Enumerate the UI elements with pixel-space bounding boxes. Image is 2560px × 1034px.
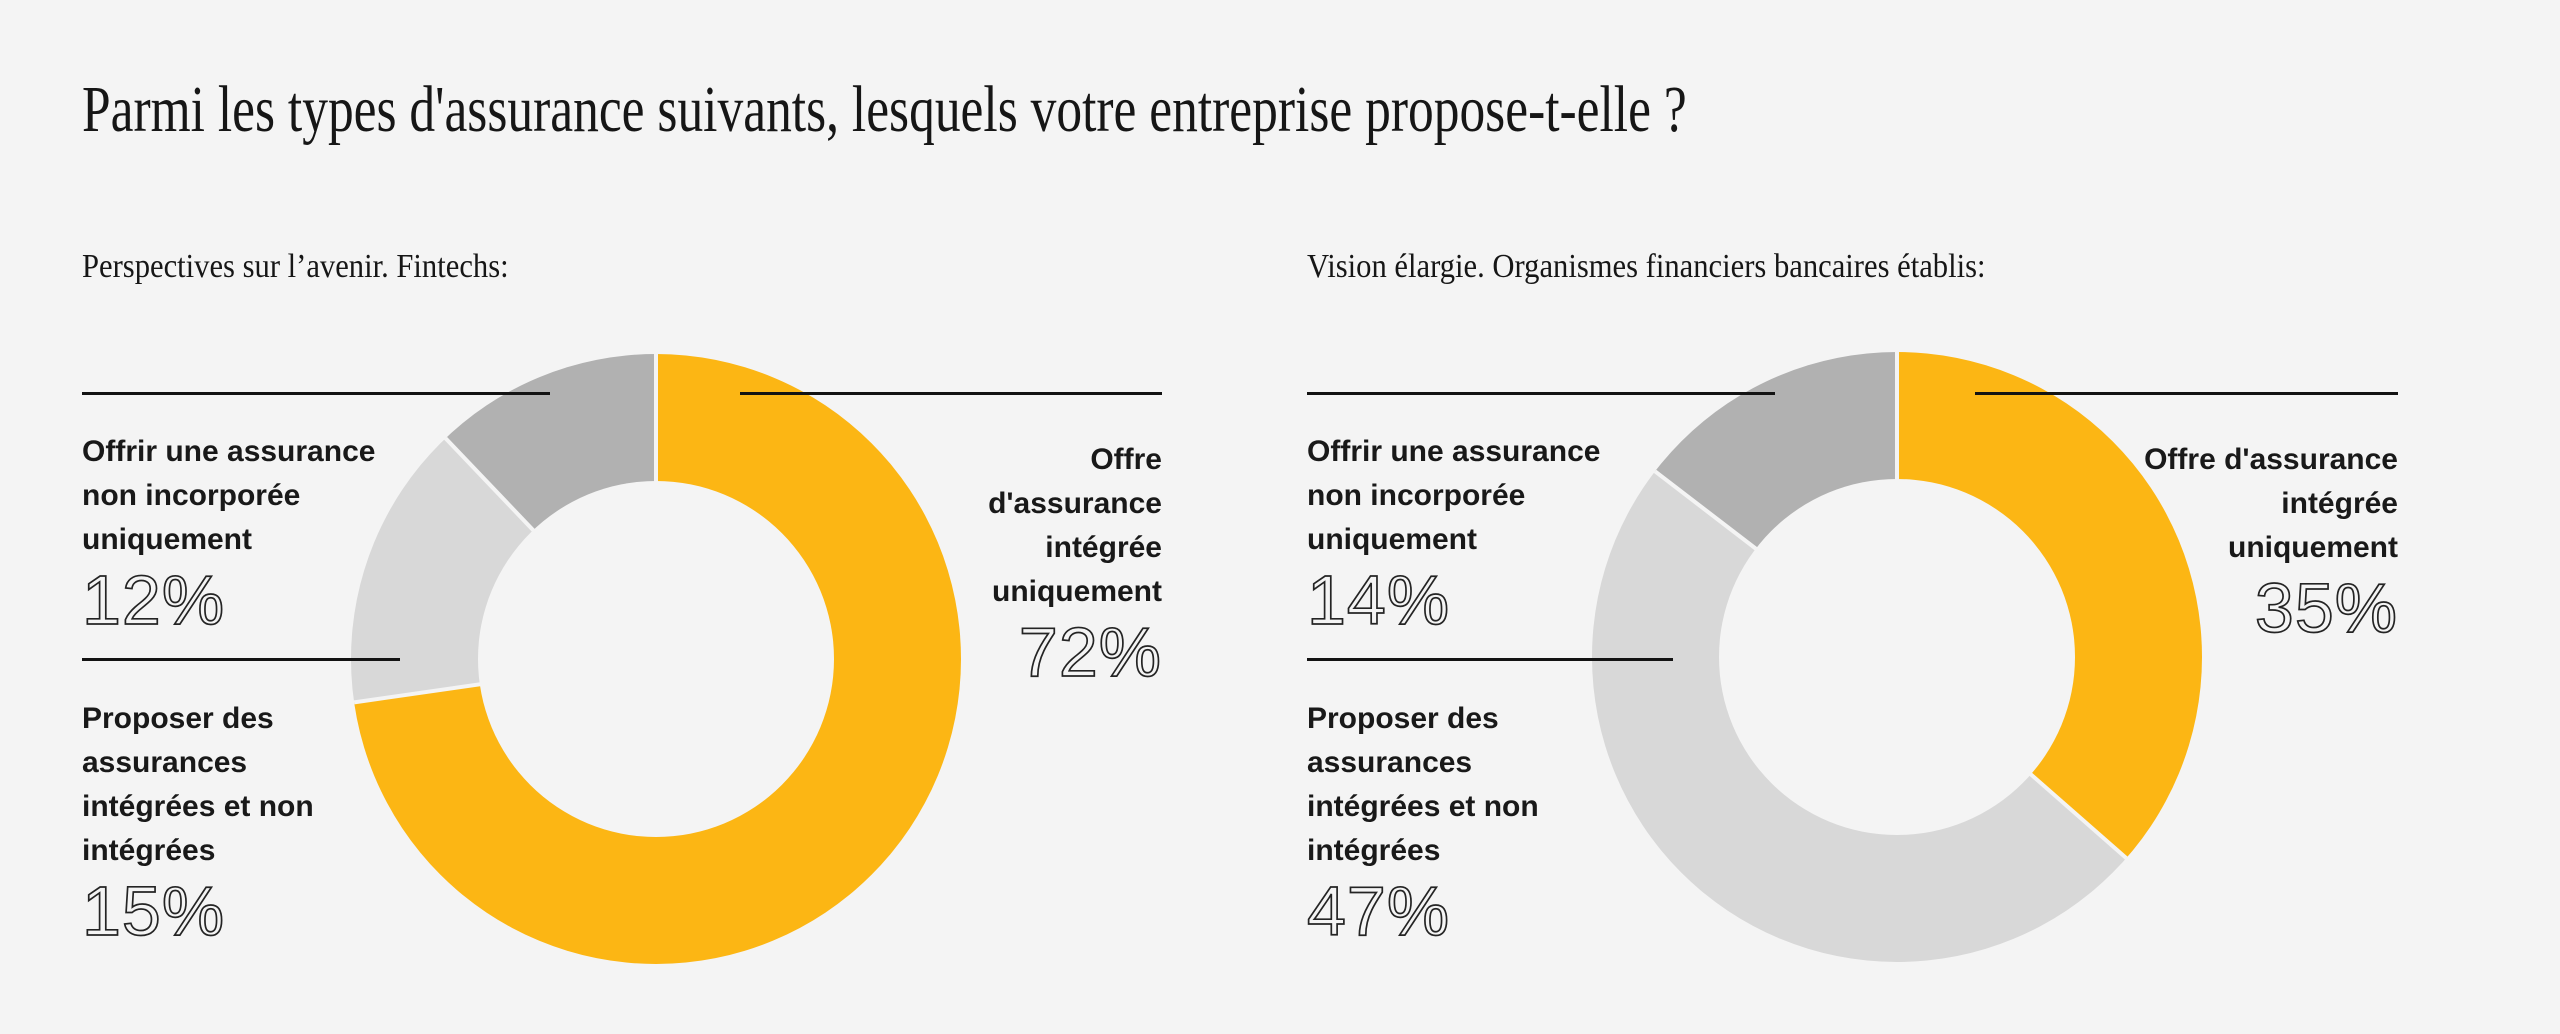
callout-value: 12% bbox=[81, 561, 226, 639]
callout-value: 47% bbox=[1306, 872, 1451, 950]
callout-value: 14% bbox=[1306, 561, 1451, 639]
callout-label: Offre d'assurance intégrée uniquement bbox=[988, 443, 1162, 608]
callout-embedded-only: Offre d'assurance intégrée uniquement 35… bbox=[2144, 438, 2398, 647]
callout-non-embedded: Offrir une assurance non incorporée uniq… bbox=[81, 430, 376, 639]
callout-label: Proposer des assurances intégrées et non… bbox=[82, 702, 314, 867]
donut-chart-banks bbox=[1592, 352, 2202, 962]
leader-line-embedded-only bbox=[740, 392, 1162, 395]
donut-chart-fintechs bbox=[351, 354, 961, 964]
chart-panel-banks: Vision élargie. Organismes financiers ba… bbox=[1306, 240, 2398, 1010]
leader-line-both bbox=[1307, 658, 1673, 661]
callout-label: Offrir une assurance non incorporée uniq… bbox=[82, 435, 376, 556]
callout-label: Offrir une assurance non incorporée uniq… bbox=[1307, 435, 1601, 556]
chart-panel-fintechs: Perspectives sur l’avenir. Fintechs: Off… bbox=[81, 240, 1162, 1010]
callout-both: Proposer des assurances intégrées et non… bbox=[1306, 697, 1539, 950]
callout-both: Proposer des assurances intégrées et non… bbox=[81, 697, 314, 950]
donut-hole bbox=[1719, 479, 2075, 835]
callout-non-embedded: Offrir une assurance non incorporée uniq… bbox=[1306, 430, 1601, 639]
leader-line-both bbox=[82, 658, 400, 661]
callout-label: Offre d'assurance intégrée uniquement bbox=[2144, 443, 2398, 564]
callout-embedded-only: Offre d'assurance intégrée uniquement 72… bbox=[988, 438, 1162, 691]
chart-subtitle-fintechs: Perspectives sur l’avenir. Fintechs: bbox=[82, 248, 509, 285]
page-title: Parmi les types d'assurance suivants, le… bbox=[82, 73, 1687, 146]
leader-line-embedded-only bbox=[1975, 392, 2398, 395]
callout-value: 72% bbox=[1018, 613, 1162, 691]
callout-label: Proposer des assurances intégrées et non… bbox=[1307, 702, 1539, 867]
leader-line-non-embedded bbox=[1307, 392, 1775, 395]
callout-value: 35% bbox=[2254, 569, 2398, 647]
callout-value: 15% bbox=[81, 872, 226, 950]
chart-subtitle-banks: Vision élargie. Organismes financiers ba… bbox=[1307, 248, 1986, 285]
leader-line-non-embedded bbox=[82, 392, 550, 395]
donut-hole bbox=[478, 481, 834, 837]
